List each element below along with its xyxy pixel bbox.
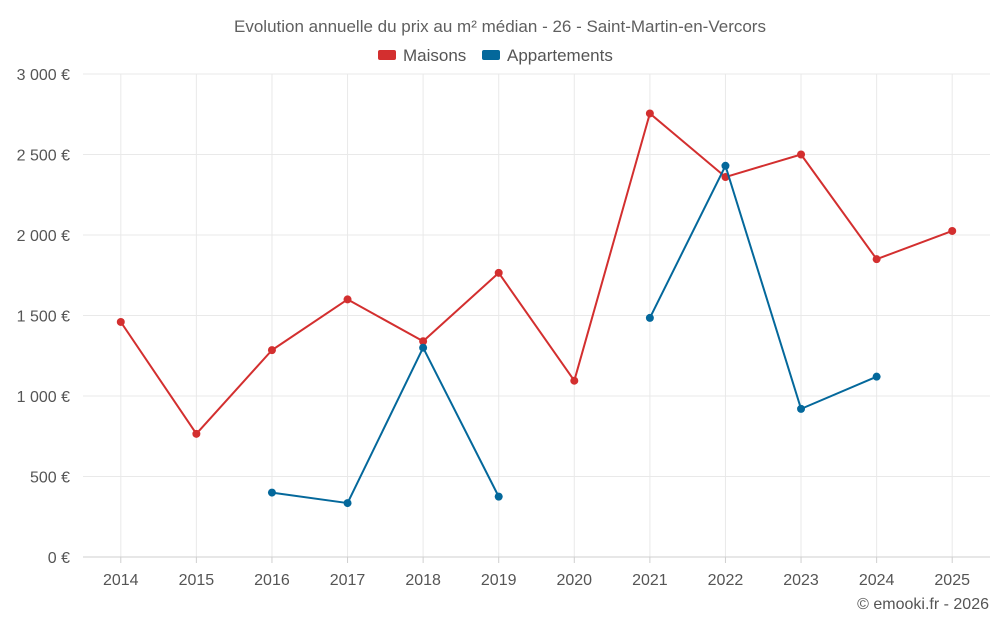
x-tick-label: 2025	[934, 572, 970, 589]
x-tick-label: 2021	[632, 572, 668, 589]
x-tick-label: 2019	[481, 572, 517, 589]
series-maisons	[116, 109, 957, 438]
legend-swatch-appartements	[482, 50, 500, 60]
chart-title: Evolution annuelle du prix au m² médian …	[234, 17, 766, 36]
y-tick-label: 3 000 €	[17, 67, 70, 84]
series-line-appartements	[648, 164, 878, 410]
x-tick-label: 2020	[556, 572, 592, 589]
data-point-appartements-2023[interactable]	[797, 404, 806, 413]
y-tick-label: 500 €	[30, 470, 70, 487]
y-tick-label: 2 000 €	[17, 228, 70, 245]
data-point-appartements-2024[interactable]	[872, 372, 881, 381]
data-point-appartements-2021[interactable]	[645, 313, 654, 322]
legend-label-appartements: Appartements	[507, 46, 613, 65]
legend-swatch-maisons	[378, 50, 396, 60]
data-point-maisons-2025[interactable]	[948, 226, 957, 235]
x-tick-label: 2024	[859, 572, 895, 589]
x-tick-label: 2017	[330, 572, 366, 589]
series-layer	[116, 109, 957, 508]
x-tick-label: 2015	[179, 572, 215, 589]
grid	[83, 73, 990, 557]
data-point-maisons-2017[interactable]	[343, 295, 352, 304]
x-tick-label: 2018	[405, 572, 441, 589]
x-tick-label: 2014	[103, 572, 139, 589]
x-axis: 2014 2015 2016 2017 2018 2019 2020 2021 2022 2023…	[83, 556, 990, 589]
x-tick-label: 2016	[254, 572, 290, 589]
series-line-maisons	[119, 112, 953, 435]
data-point-maisons-2015[interactable]	[192, 429, 201, 438]
data-point-maisons-2021[interactable]	[645, 109, 654, 118]
x-tick-label: 2022	[708, 572, 744, 589]
data-point-appartements-2019[interactable]	[494, 492, 503, 501]
y-tick-label: 2 500 €	[17, 148, 70, 165]
data-point-maisons-2016[interactable]	[267, 346, 276, 355]
data-point-maisons-2019[interactable]	[494, 268, 503, 277]
data-point-appartements-2016[interactable]	[267, 488, 276, 497]
x-tick-label: 2023	[783, 572, 819, 589]
data-point-maisons-2020[interactable]	[570, 376, 579, 385]
credit-text: © emooki.fr - 2026	[857, 596, 989, 613]
legend-item-maisons[interactable]: Maisons	[378, 46, 466, 65]
series-appartements	[267, 161, 881, 508]
data-point-maisons-2023[interactable]	[797, 150, 806, 159]
series-line-appartements	[271, 346, 500, 505]
y-tick-label: 0 €	[48, 550, 70, 567]
data-point-maisons-2014[interactable]	[116, 317, 125, 326]
legend: Maisons Appartements	[378, 46, 613, 65]
y-tick-label: 1 500 €	[17, 309, 70, 326]
data-point-appartements-2017[interactable]	[343, 499, 352, 508]
data-point-maisons-2018[interactable]	[419, 337, 428, 346]
data-point-appartements-2022[interactable]	[721, 161, 730, 170]
y-axis: 0 € 500 € 1 000 € 1 500 € 2 000 € 2 500 € 3 00…	[17, 67, 70, 567]
legend-item-appartements[interactable]: Appartements	[482, 46, 613, 65]
legend-label-maisons: Maisons	[403, 46, 466, 65]
data-point-maisons-2024[interactable]	[872, 255, 881, 264]
data-point-appartements-2018[interactable]	[419, 343, 428, 352]
y-tick-label: 1 000 €	[17, 389, 70, 406]
